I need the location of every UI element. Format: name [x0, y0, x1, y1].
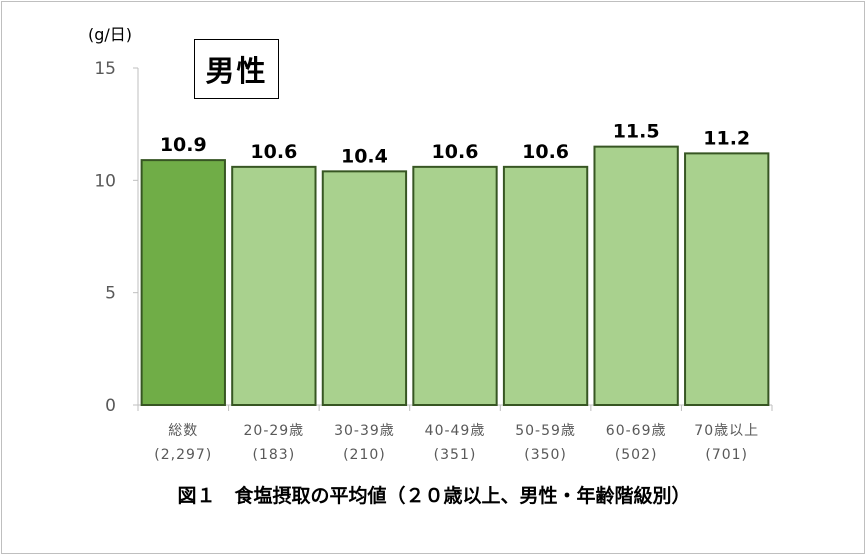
figure-caption: 図１ 食塩摂取の平均値（２０歳以上、男性・年齢階級別）: [177, 485, 691, 507]
data-label: 10.6: [250, 141, 297, 163]
data-label: 11.5: [613, 121, 660, 143]
bar: [231, 165, 317, 406]
data-label: 10.4: [341, 145, 388, 167]
y-tick-label: 0: [105, 396, 116, 416]
x-category-label: 50-59歳: [515, 423, 576, 439]
x-category-label: 20-29歳: [244, 423, 305, 439]
x-category-label: 40-49歳: [425, 423, 486, 439]
y-tick-label: 15: [94, 59, 116, 79]
x-category-label: 60-69歳: [606, 423, 667, 439]
data-label: 10.9: [160, 134, 207, 156]
bar: [412, 165, 498, 406]
gender-badge: 男性: [194, 39, 279, 99]
x-category-label: 総数: [168, 423, 198, 439]
bars: [140, 145, 770, 406]
labels: (g/日) 0 5 10 15 10.9 総数 (2,297) 10.6 20-29歳 (183) 1…: [88, 25, 759, 463]
x-category-label: 30-39歳: [334, 423, 395, 439]
data-label: 10.6: [432, 141, 479, 163]
x-category-label: 70歳以上: [694, 423, 759, 439]
x-category-count: (210): [343, 447, 386, 463]
x-category-count: (183): [253, 447, 296, 463]
y-axis-unit-label: (g/日): [88, 25, 132, 44]
data-label: 11.2: [703, 127, 750, 149]
y-tick-label: 10: [94, 171, 116, 191]
data-label: 10.6: [522, 141, 569, 163]
bar: [684, 152, 770, 406]
x-category-count: (701): [705, 447, 748, 463]
x-category-count: (502): [615, 447, 658, 463]
bar: [593, 145, 679, 406]
x-category-count: (351): [434, 447, 477, 463]
bar: [140, 159, 226, 406]
x-category-count: (2,297): [154, 447, 212, 463]
y-tick-label: 5: [105, 284, 116, 304]
bar: [321, 170, 408, 406]
x-category-count: (350): [524, 447, 567, 463]
bar: [502, 165, 589, 406]
